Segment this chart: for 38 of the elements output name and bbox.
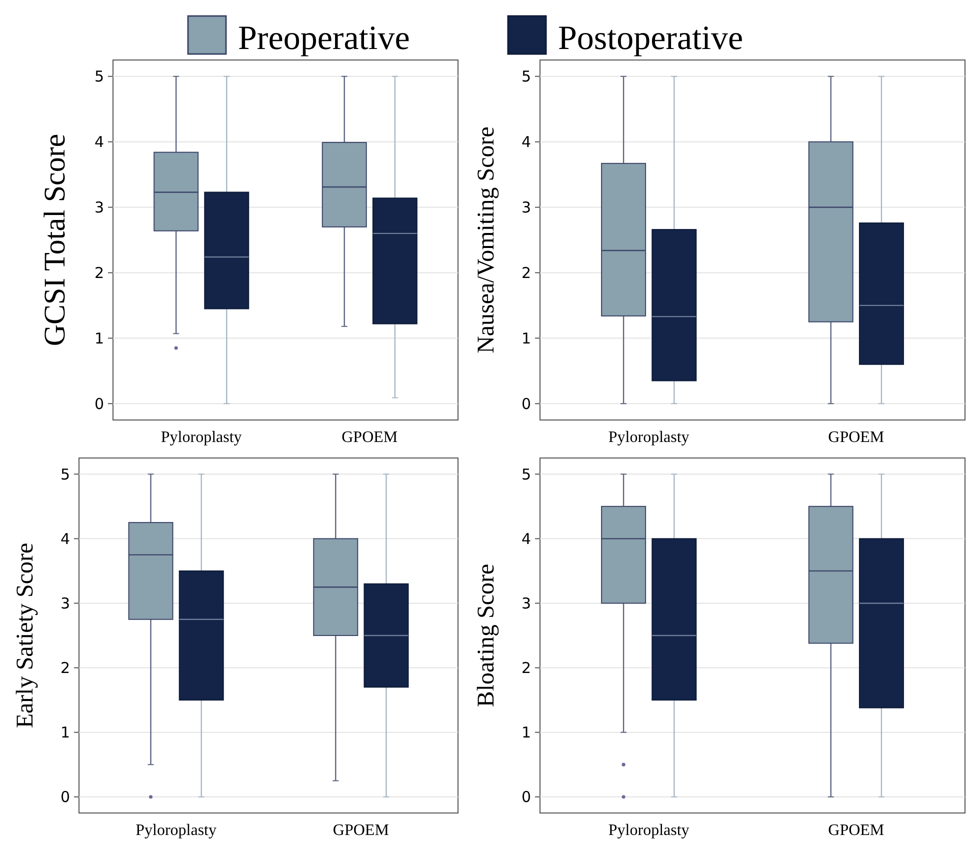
y-tick-label: 4 bbox=[94, 133, 104, 152]
x-tick-label: Pyloroplasty bbox=[136, 822, 217, 839]
y-axis-title: Early Satiety Score bbox=[12, 542, 39, 728]
y-tick-label: 0 bbox=[521, 788, 531, 806]
y-axis-title: Bloating Score bbox=[474, 564, 500, 708]
y-tick-label: 5 bbox=[521, 465, 531, 484]
y-tick-label: 1 bbox=[521, 724, 531, 742]
y-tick-label: 5 bbox=[521, 68, 531, 86]
y-tick-label: 3 bbox=[94, 198, 104, 217]
x-tick-label: GPOEM bbox=[828, 429, 884, 446]
y-tick-label: 2 bbox=[521, 264, 531, 282]
y-tick-label: 0 bbox=[94, 394, 104, 413]
x-tick-label: GPOEM bbox=[828, 822, 884, 839]
y-tick-label: 3 bbox=[60, 594, 70, 612]
legend-label: Postoperative bbox=[558, 20, 744, 57]
legend-label: Preoperative bbox=[238, 20, 410, 57]
y-tick-label: 0 bbox=[521, 394, 531, 413]
y-axis-title: Nausea/Vomiting Score bbox=[474, 126, 500, 354]
x-tick-label: GPOEM bbox=[342, 429, 398, 446]
y-tick-label: 1 bbox=[60, 724, 70, 742]
y-tick-label: 2 bbox=[60, 659, 70, 678]
y-axis-title: GCSI Total Score bbox=[38, 134, 72, 346]
x-tick-label: Pyloroplasty bbox=[160, 429, 242, 446]
y-tick-label: 1 bbox=[94, 329, 104, 348]
y-tick-label: 3 bbox=[521, 198, 531, 217]
y-tick-label: 2 bbox=[521, 659, 531, 678]
y-tick-label: 4 bbox=[521, 530, 531, 548]
y-tick-label: 5 bbox=[60, 465, 70, 484]
x-tick-label: GPOEM bbox=[332, 822, 389, 839]
y-tick-label: 4 bbox=[521, 133, 531, 152]
x-tick-label: Pyloroplasty bbox=[608, 429, 690, 446]
y-tick-label: 4 bbox=[60, 530, 70, 548]
y-tick-label: 5 bbox=[94, 68, 104, 86]
y-tick-label: 1 bbox=[521, 329, 531, 348]
y-tick-label: 3 bbox=[521, 594, 531, 612]
y-tick-label: 0 bbox=[60, 788, 70, 806]
x-tick-label: Pyloroplasty bbox=[608, 822, 690, 839]
y-tick-label: 2 bbox=[94, 264, 104, 282]
